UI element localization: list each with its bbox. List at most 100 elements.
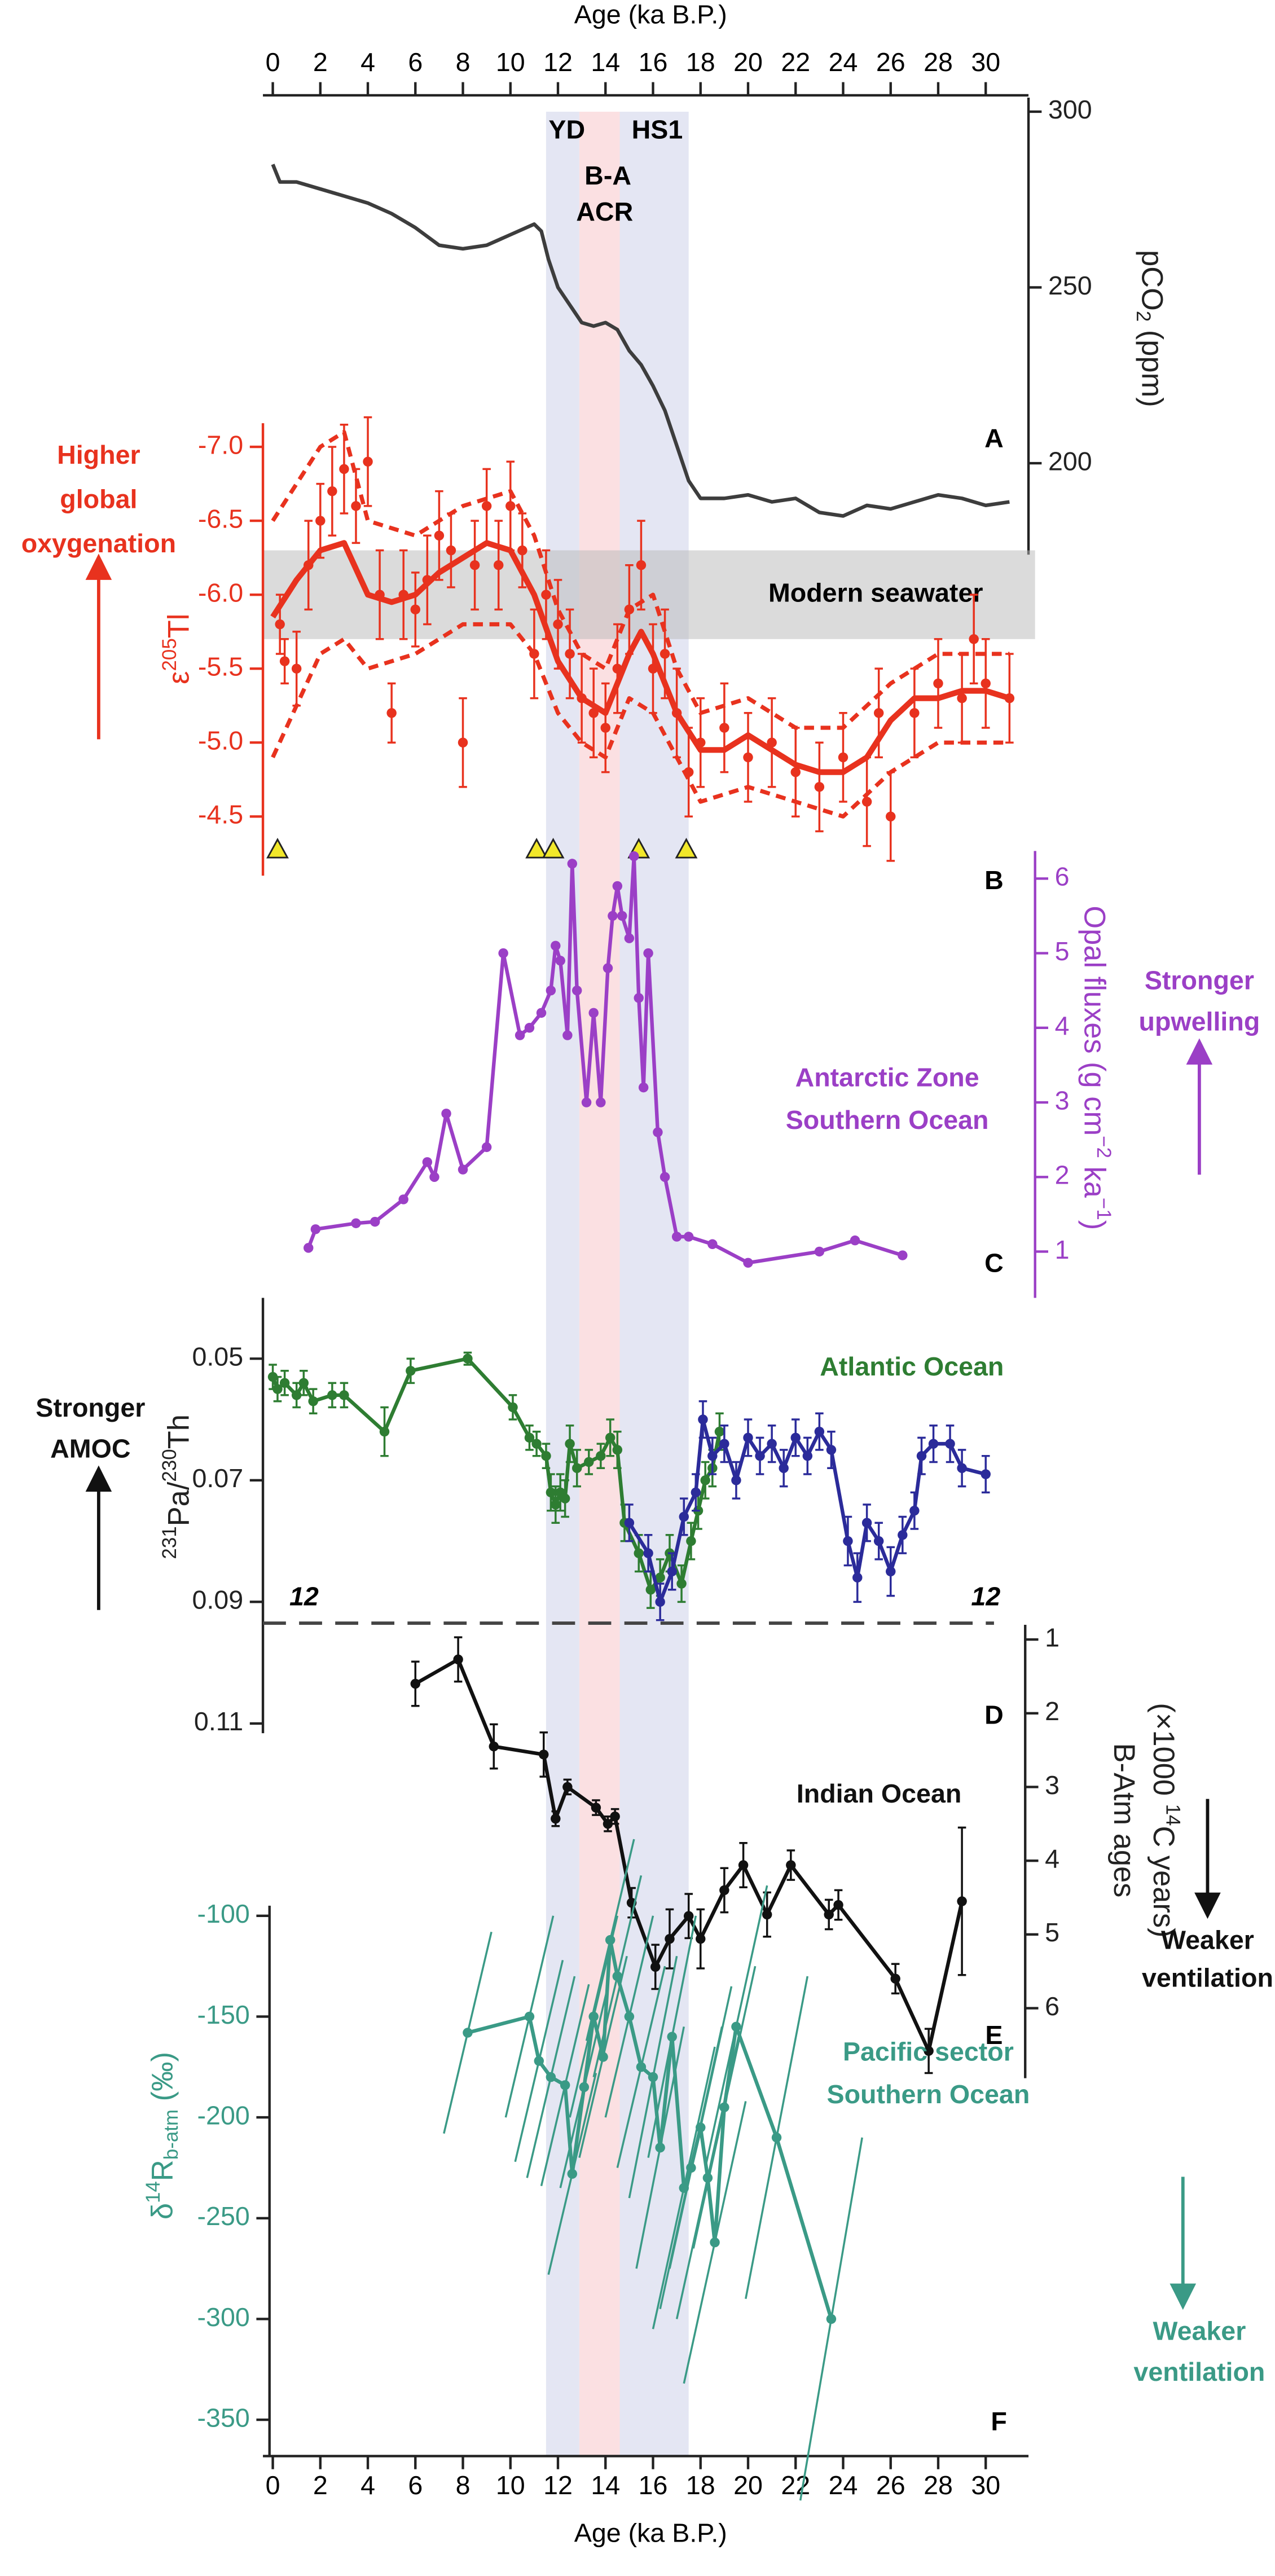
y-axis-title-part: δ: [146, 2203, 179, 2219]
annotation: Southern Ocean: [827, 2080, 1030, 2109]
data-point: [719, 1885, 729, 1896]
x-axis-title: Age (ka B.P.): [574, 2518, 727, 2548]
y-tick-label: 1: [1045, 1623, 1059, 1652]
data-point: [731, 1475, 741, 1485]
x-tick-label: 18: [686, 47, 715, 77]
data-line: [270, 540, 1010, 775]
data-point: [719, 723, 729, 733]
y-axis-title-part: 231: [159, 1526, 181, 1559]
data-point: [275, 619, 285, 630]
data-point: [327, 1390, 337, 1400]
data-point: [814, 1246, 825, 1257]
y-tick-label: 6: [1055, 862, 1070, 891]
y-axis-title-part: 230: [159, 1449, 181, 1482]
data-point: [707, 1239, 718, 1250]
x-tick-label: 24: [829, 47, 858, 77]
data-point: [453, 1654, 463, 1665]
data-point: [928, 1439, 939, 1449]
data-point: [826, 2314, 837, 2324]
data-point: [719, 1439, 729, 1449]
data-point: [588, 1008, 599, 1018]
y-tick-label: -250: [197, 2201, 250, 2231]
period-band: [546, 112, 579, 2456]
y-axis-title-part: ka: [1078, 1158, 1111, 1198]
x-tick-label: 4: [360, 47, 375, 77]
data-point: [579, 2082, 590, 2093]
data-point: [605, 1432, 615, 1443]
data-point: [610, 1812, 620, 1822]
data-point: [458, 737, 468, 748]
data-point: [291, 663, 302, 674]
x-tick-label: 14: [591, 2471, 620, 2500]
panel-letter: D: [984, 1700, 1004, 1729]
data-point: [852, 1572, 863, 1582]
data-point: [567, 859, 578, 869]
data-point: [560, 2080, 570, 2090]
x-tick-label: 2: [313, 47, 328, 77]
y-tick-label: -100: [197, 1899, 250, 1928]
data-point: [379, 1426, 390, 1437]
y-tick-label: -300: [197, 2302, 250, 2332]
data-point: [536, 1008, 547, 1018]
data-point: [434, 530, 445, 541]
data-point: [802, 1450, 813, 1461]
data-point: [679, 2183, 689, 2193]
data-point: [824, 1909, 834, 1920]
data-point: [524, 2011, 535, 2022]
y-axis-title-part: B-Atm ages: [1107, 1743, 1140, 1898]
data-point: [650, 1962, 661, 1972]
x-tick-label: 12: [543, 2471, 573, 2500]
data-point: [629, 851, 639, 861]
age-tie-point: [542, 837, 565, 859]
data-point: [655, 2142, 665, 2153]
data-point: [603, 1819, 613, 1829]
y-axis-title-part: Th: [162, 1414, 195, 1449]
panel-c: 1 2 3 4 5 6 Opal fluxes (g cm−2 ka−1) Antarctic…: [303, 851, 1260, 1298]
data-point: [351, 501, 361, 511]
annotation: Antarctic Zone: [795, 1062, 979, 1092]
band-label: Modern seawater: [768, 578, 983, 607]
y-axis-title-part: (ppm): [1136, 322, 1168, 407]
data-point: [515, 1030, 525, 1040]
data-point: [624, 2011, 635, 2022]
data-point: [553, 619, 563, 630]
data-point: [463, 2028, 473, 2038]
period-label: YD: [548, 115, 585, 144]
data-point: [814, 782, 825, 792]
data-point: [551, 1500, 561, 1510]
data-point: [634, 993, 644, 1003]
data-point: [660, 1172, 670, 1182]
annotation: Pacific sector: [843, 2037, 1014, 2066]
x-tick-label: 28: [924, 2471, 953, 2500]
data-point: [410, 1678, 421, 1689]
data-point: [508, 1402, 518, 1413]
x-tick-label: 2: [313, 2471, 328, 2500]
data-point: [624, 933, 635, 943]
annotation: ventilation: [1133, 2357, 1265, 2386]
data-point: [945, 1439, 955, 1449]
data-point: [638, 1082, 649, 1093]
panel-e: 1 2 3 4 5 6 B-Atm ages (×1000 14C years) Indian …: [410, 1623, 1273, 2078]
y-tick-label: 5: [1055, 937, 1070, 966]
data-point: [686, 2162, 696, 2173]
data-point: [612, 881, 623, 891]
annotation: ventilation: [1142, 1963, 1273, 1992]
data-point: [909, 1505, 920, 1516]
data-point: [596, 1097, 606, 1107]
data-point: [683, 1911, 694, 1921]
series-label: Indian Ocean: [797, 1779, 961, 1808]
annotation: upwelling: [1139, 1006, 1260, 1036]
data-point: [671, 1232, 682, 1242]
annotation: Southern Ocean: [786, 1105, 989, 1135]
data-point: [567, 2169, 578, 2179]
y-axis-title: 231Pa/230Th: [159, 1414, 195, 1559]
data-point: [636, 2062, 647, 2072]
y-axis-title-part: Opal fluxes (g cm: [1078, 905, 1111, 1136]
data-point: [686, 1536, 696, 1546]
data-point: [755, 1450, 765, 1461]
data-point: [406, 1366, 416, 1376]
data-point: [655, 1597, 665, 1607]
y-tick-label: 0.05: [192, 1342, 243, 1371]
data-point: [665, 1933, 675, 1944]
panel-letter: E: [985, 2020, 1003, 2050]
